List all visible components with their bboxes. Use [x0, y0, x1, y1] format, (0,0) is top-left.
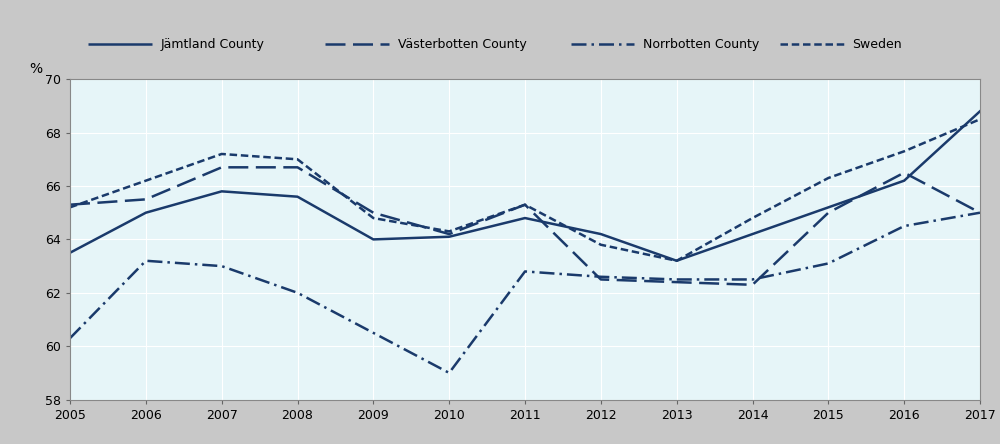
Text: Norrbotten County: Norrbotten County [643, 38, 760, 51]
Text: Jämtland County: Jämtland County [161, 38, 265, 51]
Text: Västerbotten County: Västerbotten County [398, 38, 526, 51]
Text: Sweden: Sweden [853, 38, 902, 51]
Text: %: % [29, 62, 42, 76]
